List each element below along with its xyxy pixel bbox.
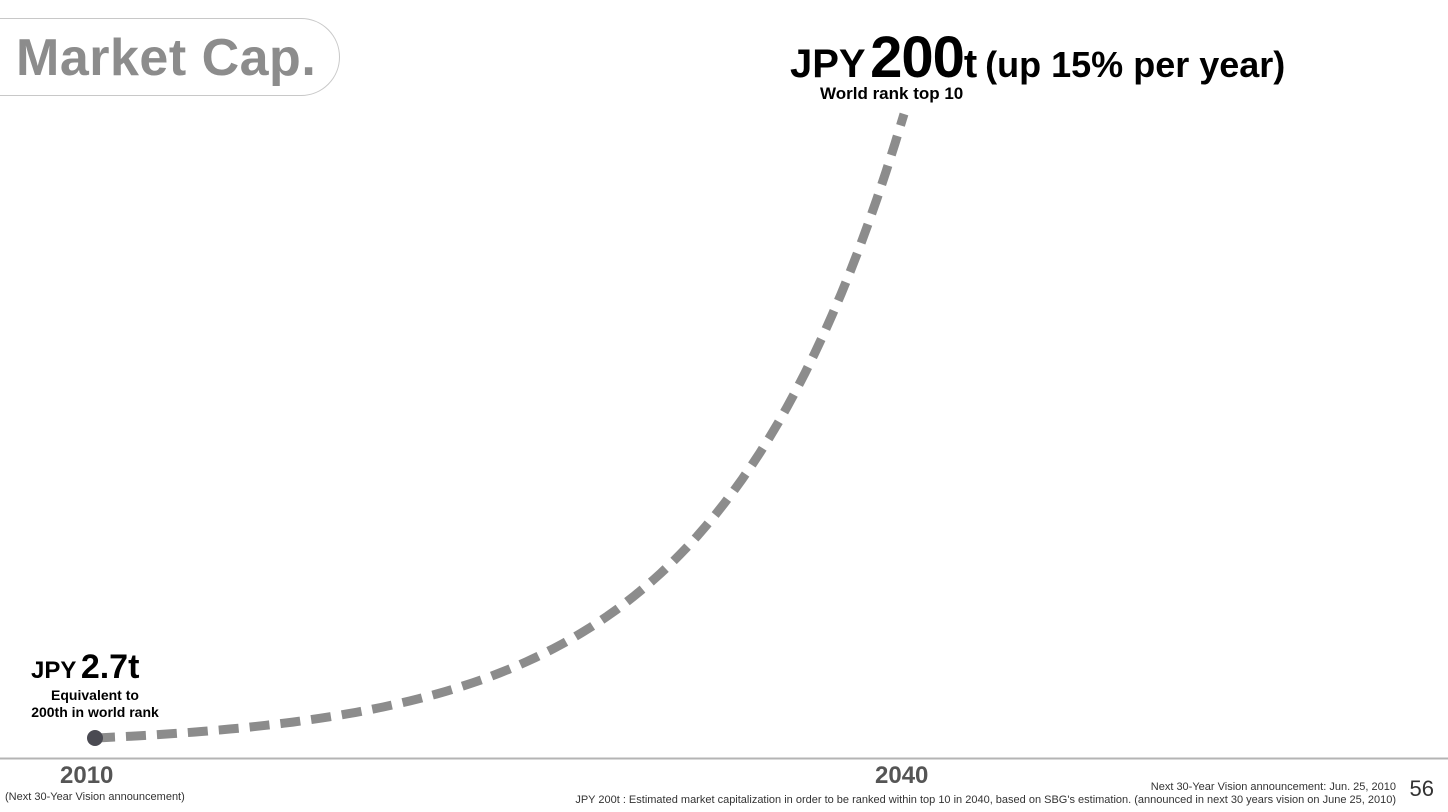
x-tick-label-start: 2010 (60, 762, 114, 789)
start-note-line2: 200th in world rank (31, 704, 159, 720)
title-pill (0, 18, 340, 96)
start-note-line1: Equivalent to (51, 687, 139, 703)
end-unit: t (963, 42, 978, 86)
definition-note: JPY 200t : Estimated market capitalizati… (575, 794, 1396, 806)
end-value: 200 (870, 25, 965, 90)
footnote: Next 30-Year Vision announcement: Jun. 2… (575, 781, 1396, 807)
start-value-label: JPY 2.7t (31, 648, 139, 687)
start-tick-note: (Next 30-Year Vision announcement) (5, 791, 185, 803)
end-growth-rate: (up 15% per year) (985, 44, 1286, 85)
start-value: 2.7t (80, 648, 140, 686)
end-rank-note: World rank top 10 (820, 84, 964, 103)
announcement-note: Next 30-Year Vision announcement: Jun. 2… (1150, 781, 1396, 793)
end-value-label: JPY 200t (up 15% per year) (790, 24, 1285, 91)
end-currency: JPY (790, 42, 866, 86)
growth-line (94, 112, 909, 743)
start-currency: JPY (31, 657, 77, 684)
start-point-marker (87, 730, 103, 746)
page-number: 56 (1409, 776, 1434, 801)
slide-title: Market Cap. (16, 29, 317, 87)
start-rank-note: Equivalent to 200th in world rank (10, 687, 180, 721)
x-tick-label-end: 2040 (875, 762, 929, 789)
